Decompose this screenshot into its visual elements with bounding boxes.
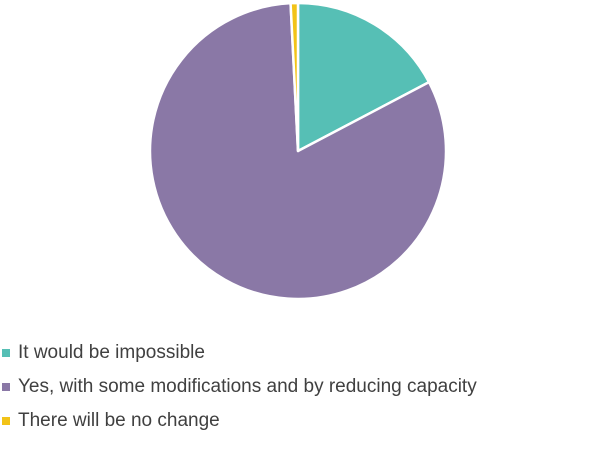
legend-swatch-3 — [2, 417, 10, 425]
legend-item-1: It would be impossible — [2, 336, 602, 370]
pie-slice-1 — [296, 1, 431, 153]
legend-item-2: Yes, with some modifications and by redu… — [2, 370, 602, 404]
legend-item-3: There will be no change — [2, 404, 602, 438]
legend: It would be impossible Yes, with some mod… — [2, 336, 602, 438]
legend-swatch-1 — [2, 349, 10, 357]
legend-label-1: It would be impossible — [18, 342, 205, 363]
legend-label-2: Yes, with some modifications and by redu… — [18, 376, 477, 397]
legend-swatch-2 — [2, 383, 10, 391]
pie-slice-3 — [289, 1, 300, 153]
legend-label-3: There will be no change — [18, 410, 220, 431]
pie-plot-area — [148, 1, 448, 301]
